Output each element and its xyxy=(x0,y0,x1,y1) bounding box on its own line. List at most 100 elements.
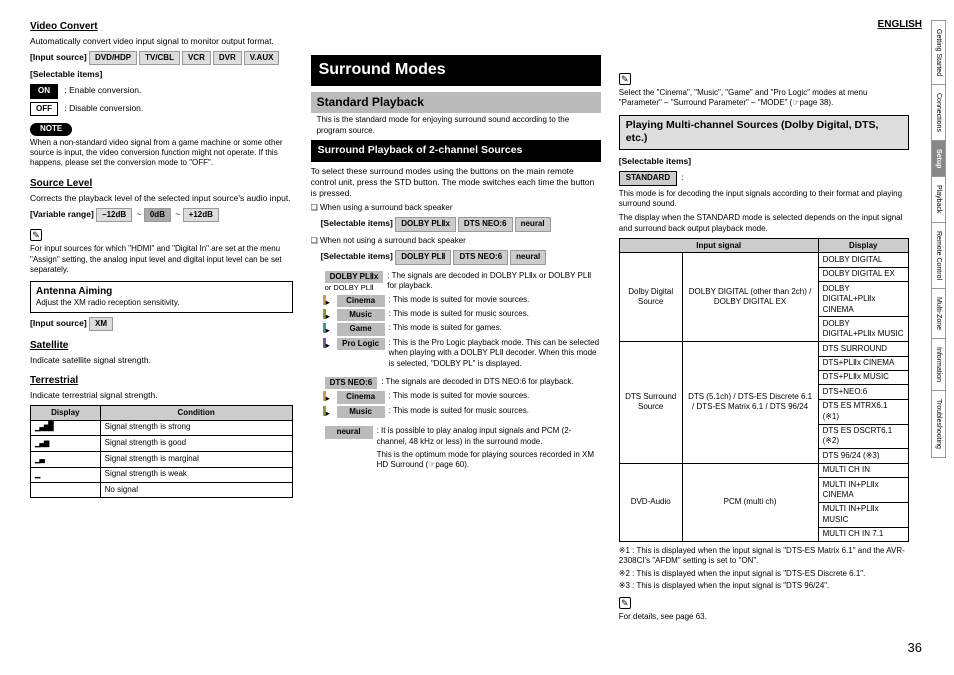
multi-desc2: The display when the STANDARD mode is se… xyxy=(619,213,909,234)
side-tab-playback[interactable]: Playback xyxy=(931,176,946,221)
multi-sel-label: [Selectable items] xyxy=(619,156,691,166)
side-tab-connections[interactable]: Connections xyxy=(931,84,946,140)
video-convert-heading: Video Convert xyxy=(30,20,293,33)
dts-head: DTS NEO:6 xyxy=(325,377,378,389)
mode-indicator: ▸ xyxy=(323,295,333,305)
mode-pill: DOLBY PLⅡx xyxy=(395,217,456,231)
input-pill: V.AUX xyxy=(244,51,280,65)
dolby-desc: : The signals are decoded in DOLBY PLⅡx … xyxy=(387,271,601,292)
twoch-line1: ❏ When using a surround back speaker xyxy=(311,203,601,213)
mode-label: Game xyxy=(337,323,385,335)
on-pill: ON xyxy=(30,84,58,98)
input-pill: DVD/HDP xyxy=(89,51,137,65)
footnote: ※3 : This is displayed when the input si… xyxy=(619,581,909,591)
input-pill: VCR xyxy=(182,51,211,65)
column-3: ✎ Select the "Cinema", "Music", "Game" a… xyxy=(619,20,909,622)
off-desc: : Disable conversion. xyxy=(64,103,143,113)
input-pill: TV/CBL xyxy=(139,51,180,65)
display-table: Input signalDisplayDolby Digital SourceD… xyxy=(619,238,909,542)
neural-desc-1: : It is possible to play analog input si… xyxy=(377,426,601,447)
antenna-box: Antenna Aiming Adjust the XM radio recep… xyxy=(30,281,293,312)
neural-head: neural xyxy=(325,426,373,438)
input-source-line: [Input source] DVD/HDPTV/CBLVCRDVRV.AUX xyxy=(30,51,293,65)
mode-label: Cinema xyxy=(337,295,385,307)
standard-playback-desc: This is the standard mode for enjoying s… xyxy=(311,113,601,140)
side-tabs: Getting StartedConnectionsSetupPlaybackR… xyxy=(931,20,946,458)
side-tab-remote-control[interactable]: Remote Control xyxy=(931,222,946,288)
mode-desc: : This mode is suited for music sources. xyxy=(389,406,601,416)
variable-range-label: [Variable range] xyxy=(30,209,94,219)
max-pill: +12dB xyxy=(183,208,219,222)
twoch-heading: Surround Playback of 2-channel Sources xyxy=(311,140,601,162)
page-number: 36 xyxy=(908,640,922,657)
mode-desc: : This mode is suited for movie sources. xyxy=(389,295,601,305)
antenna-input-label: [Input source] xyxy=(30,318,87,328)
video-convert-desc: Automatically convert video input signal… xyxy=(30,36,293,47)
source-level-note: For input sources for which "HDMI" and "… xyxy=(30,244,293,275)
footnote: ※2 : This is displayed when the input si… xyxy=(619,569,909,579)
source-level-heading: Source Level xyxy=(30,177,293,190)
pencil-icon: ✎ xyxy=(619,73,631,85)
off-pill: OFF xyxy=(30,102,58,116)
footnote: ※1 : This is displayed when the input si… xyxy=(619,546,909,567)
antenna-title: Antenna Aiming xyxy=(36,285,287,298)
multi-desc1: This mode is for decoding the input sign… xyxy=(619,189,909,210)
pencil-icon: ✎ xyxy=(619,597,631,609)
mode-indicator: ▸ xyxy=(323,309,333,319)
xm-pill: XM xyxy=(89,317,113,331)
signal-table: DisplayCondition▁▃▅█Signal strength is s… xyxy=(30,405,293,498)
pencil-icon: ✎ xyxy=(30,229,42,241)
mode-indicator: ▸ xyxy=(323,338,333,348)
variable-range-line: [Variable range] –12dB ~ 0dB ~ +12dB xyxy=(30,208,293,222)
mode-pill: DTS NEO:6 xyxy=(458,217,513,231)
neural-desc: : It is possible to play analog input si… xyxy=(377,426,601,471)
standard-playback-heading: Standard Playback xyxy=(311,92,601,114)
details-ref: For details, see page 63. xyxy=(619,612,909,622)
sel-label-1: [Selectable items] xyxy=(321,218,393,228)
mode-label: Music xyxy=(337,406,385,418)
mode-label: Cinema xyxy=(337,391,385,403)
mode-desc: : This is the Pro Logic playback mode. T… xyxy=(389,338,601,369)
standard-pill: STANDARD xyxy=(619,171,677,185)
def-pill: 0dB xyxy=(144,208,171,222)
input-pill: DVR xyxy=(213,51,242,65)
mode-indicator: ▸ xyxy=(323,406,333,416)
mode-indicator: ▸ xyxy=(323,323,333,333)
dolby-head2: or DOLBY PLⅡ xyxy=(325,283,384,293)
standard-playback-block: Standard Playback This is the standard m… xyxy=(311,92,601,140)
mode-indicator: ▸ xyxy=(323,391,333,401)
side-tab-information[interactable]: Information xyxy=(931,338,946,390)
satellite-heading: Satellite xyxy=(30,339,293,352)
antenna-desc: Adjust the XM radio reception sensitivit… xyxy=(36,298,287,308)
mode-pill: DOLBY PLⅡ xyxy=(395,250,451,264)
side-tab-multi-zone[interactable]: Multi-Zone xyxy=(931,288,946,338)
side-tab-getting-started[interactable]: Getting Started xyxy=(931,20,946,84)
twoch-desc: To select these surround modes using the… xyxy=(311,166,601,199)
twoch-line2: ❏ When not using a surround back speaker xyxy=(311,236,601,246)
column-2: Surround Modes Standard Playback This is… xyxy=(311,20,601,622)
note-badge: NOTE xyxy=(30,123,72,135)
note-text: When a non-standard video signal from a … xyxy=(30,138,293,169)
terrestrial-desc: Indicate terrestrial signal strength. xyxy=(30,390,293,401)
mode-desc: : This mode is suited for music sources. xyxy=(389,309,601,319)
multi-heading: Playing Multi-channel Sources (Dolby Dig… xyxy=(619,115,909,150)
mode-desc: : This mode is suited for games. xyxy=(389,323,601,333)
page-content: Video Convert Automatically convert vide… xyxy=(30,20,909,622)
surround-banner: Surround Modes xyxy=(311,55,601,86)
mode-pill: neural xyxy=(515,217,551,231)
language-label: ENGLISH xyxy=(878,18,922,31)
mode-pill: neural xyxy=(510,250,546,264)
on-row: ON : Enable conversion. xyxy=(30,84,293,98)
column-1: Video Convert Automatically convert vide… xyxy=(30,20,293,622)
sel-label-2: [Selectable items] xyxy=(321,251,393,261)
mode-label: Music xyxy=(337,309,385,321)
side-tab-setup[interactable]: Setup xyxy=(931,140,946,176)
neural-desc-2: This is the optimum mode for playing sou… xyxy=(377,450,601,471)
dts-desc: : The signals are decoded in DTS NEO:6 f… xyxy=(381,377,601,387)
satellite-desc: Indicate satellite signal strength. xyxy=(30,355,293,366)
dolby-head: DOLBY PLⅡx xyxy=(325,271,384,283)
source-level-desc: Corrects the playback level of the selec… xyxy=(30,193,293,204)
off-row: OFF : Disable conversion. xyxy=(30,102,293,116)
side-tab-troubleshooting[interactable]: Troubleshooting xyxy=(931,390,946,458)
mode-desc: : This mode is suited for movie sources. xyxy=(389,391,601,401)
